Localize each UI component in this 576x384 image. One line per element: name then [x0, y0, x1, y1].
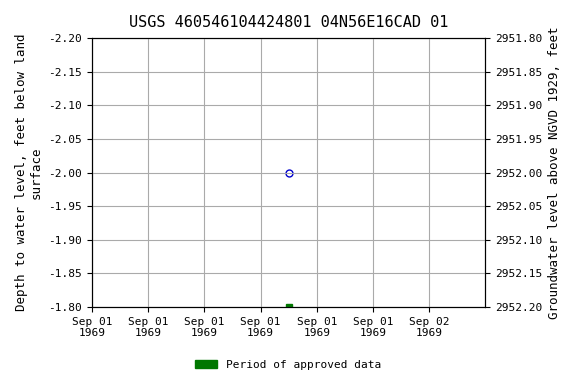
- Y-axis label: Depth to water level, feet below land
surface: Depth to water level, feet below land su…: [15, 34, 43, 311]
- Y-axis label: Groundwater level above NGVD 1929, feet: Groundwater level above NGVD 1929, feet: [548, 26, 561, 319]
- Title: USGS 460546104424801 04N56E16CAD 01: USGS 460546104424801 04N56E16CAD 01: [129, 15, 449, 30]
- Legend: Period of approved data: Period of approved data: [191, 356, 385, 375]
